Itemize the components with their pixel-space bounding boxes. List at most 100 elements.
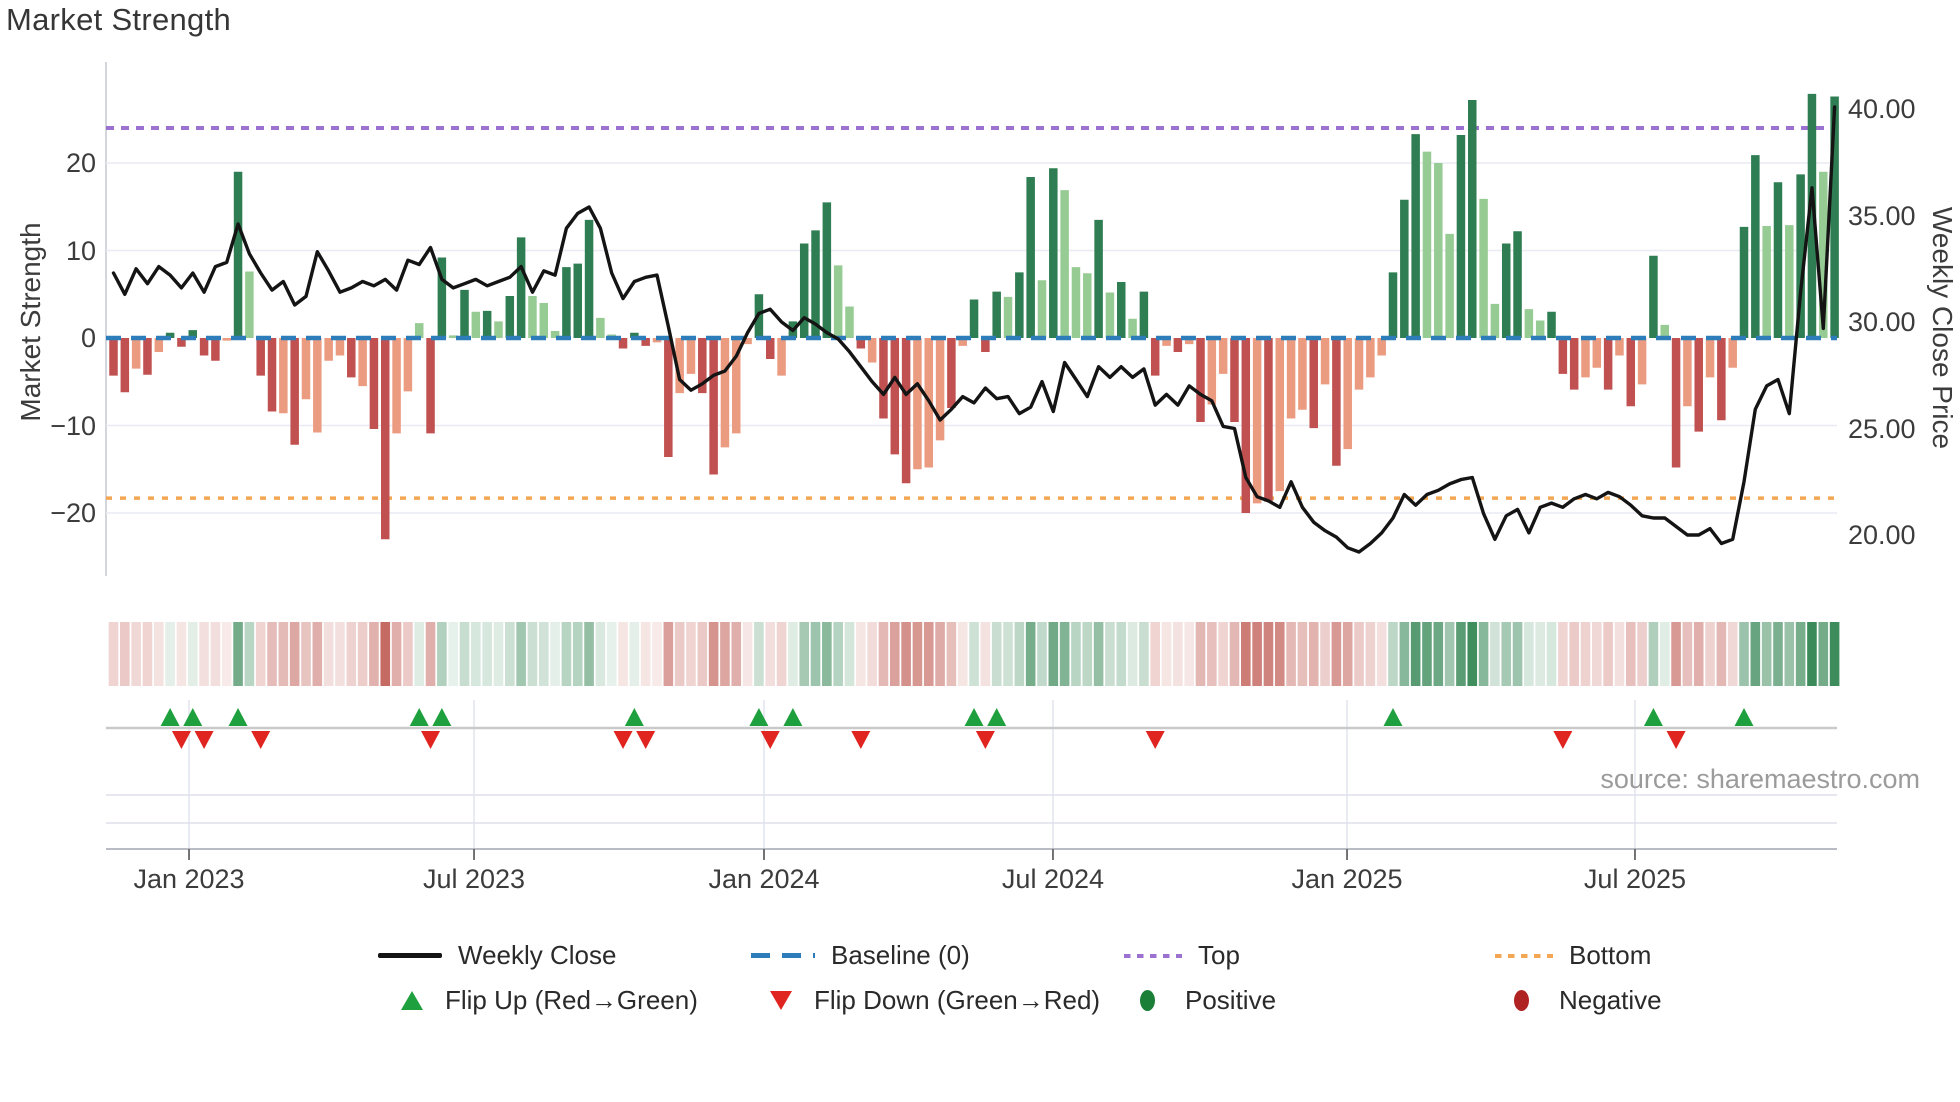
strength-bar xyxy=(1388,272,1398,338)
heatmap-cell xyxy=(1829,622,1840,686)
heatmap-cell xyxy=(255,622,266,686)
strength-bar xyxy=(1094,219,1103,338)
strength-bar xyxy=(414,323,424,338)
flip-down-marker xyxy=(760,731,780,749)
strength-bar xyxy=(743,338,752,345)
strength-bar xyxy=(811,230,820,338)
strength-bar xyxy=(1513,231,1522,338)
strength-bar xyxy=(1445,233,1454,338)
strength-bar xyxy=(1626,338,1636,407)
heatmap-cell xyxy=(1048,622,1059,686)
strength-bar xyxy=(109,338,118,376)
strength-bar xyxy=(1547,311,1556,338)
heatmap-cell xyxy=(1671,622,1681,686)
flip-down-marker xyxy=(613,731,633,749)
flip-up-marker xyxy=(783,708,803,726)
strength-bar xyxy=(732,338,741,434)
negative-dot-icon xyxy=(1514,990,1529,1011)
strength-bar xyxy=(1184,338,1194,345)
flip-down-icon xyxy=(770,991,792,1010)
heatmap-cell xyxy=(312,622,323,686)
heatmap-cell xyxy=(1365,622,1376,686)
strength-bar xyxy=(720,338,730,448)
strength-bar xyxy=(675,338,684,394)
heatmap-cell xyxy=(1569,622,1579,686)
strength-bar xyxy=(335,338,345,356)
strength-bar xyxy=(1343,338,1352,450)
heatmap-cell xyxy=(414,622,425,686)
strength-bar xyxy=(1411,134,1420,338)
strength-bar xyxy=(969,299,979,338)
heatmap-cell xyxy=(878,622,889,686)
heatmap-cell xyxy=(1433,622,1444,686)
heatmap-cell xyxy=(1127,622,1138,686)
strength-bar xyxy=(562,267,571,338)
flip-up-marker xyxy=(964,708,984,726)
strength-bar xyxy=(1400,199,1409,338)
heatmap-cell xyxy=(1342,622,1353,686)
left-tick-label: 20 xyxy=(65,148,96,178)
heatmap-cell xyxy=(652,622,662,686)
strength-bar xyxy=(1728,338,1737,368)
legend-label: Bottom xyxy=(1569,940,1652,970)
heatmap-cell xyxy=(244,622,255,686)
strength-bar xyxy=(1139,291,1149,338)
strength-bar xyxy=(709,338,718,475)
strength-bar xyxy=(369,338,379,429)
strength-bar xyxy=(528,296,537,338)
heatmap-cell xyxy=(471,622,481,686)
strength-bar xyxy=(596,317,605,338)
strength-bar xyxy=(1751,155,1760,338)
flip-up-marker xyxy=(1383,708,1403,726)
heatmap-cell xyxy=(1388,622,1398,686)
heatmap-cell xyxy=(1410,622,1421,686)
heatmap-cell xyxy=(1184,622,1194,686)
heatmap-cell xyxy=(1139,622,1149,686)
strength-bar xyxy=(584,219,594,338)
right-tick-label: 30.00 xyxy=(1848,307,1916,337)
strength-bar xyxy=(981,338,990,352)
heatmap-cell xyxy=(1795,622,1806,686)
strength-bar xyxy=(1558,338,1568,374)
strength-bar xyxy=(1581,338,1590,378)
strength-bar xyxy=(833,265,843,338)
heatmap-cell xyxy=(980,622,991,686)
heatmap-cell xyxy=(889,622,900,686)
heatmap-cell xyxy=(403,622,413,686)
heatmap-cell xyxy=(1207,622,1217,686)
strength-bar xyxy=(1830,96,1839,338)
heatmap-cell xyxy=(901,622,911,686)
legend-label: Top xyxy=(1198,940,1240,970)
strength-bar xyxy=(1128,318,1137,338)
heatmap-cell xyxy=(346,622,357,686)
strength-bar xyxy=(482,310,492,338)
heatmap-cell xyxy=(1456,622,1466,686)
heatmap-cell xyxy=(1105,622,1115,686)
heatmap-cell xyxy=(595,622,606,686)
strength-bar xyxy=(324,338,333,361)
heatmap-cell xyxy=(1750,622,1761,686)
right-tick-label: 20.00 xyxy=(1848,520,1916,550)
strength-bar xyxy=(1083,273,1092,338)
heatmap-cell xyxy=(584,622,594,686)
heatmap-cell xyxy=(1241,622,1251,686)
strength-bar xyxy=(947,338,956,408)
left-tick-label: 0 xyxy=(80,323,96,353)
legend-item-negative: Negative xyxy=(1514,985,1662,1016)
heatmap-cell xyxy=(640,622,651,686)
bottom-dotted-swatch xyxy=(1495,953,1553,958)
heatmap-cell xyxy=(120,622,130,686)
strength-bar xyxy=(1116,282,1126,338)
strength-bar xyxy=(1524,309,1534,338)
strength-bar xyxy=(1037,280,1047,338)
weekly-close-line-swatch xyxy=(378,953,442,958)
legend-label: Baseline (0) xyxy=(831,940,970,970)
heatmap-cell xyxy=(153,622,164,686)
strength-bar xyxy=(1501,243,1511,338)
right-tick-label: 35.00 xyxy=(1848,200,1916,231)
heatmap-cell xyxy=(810,622,821,686)
strength-bar xyxy=(992,291,1001,338)
heatmap-cell xyxy=(1501,622,1512,686)
strength-bar xyxy=(1649,255,1658,338)
